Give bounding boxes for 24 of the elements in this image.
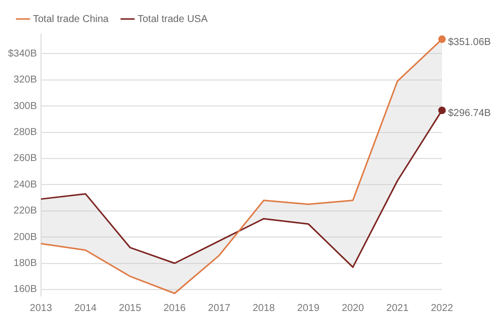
- y-tick-label: 180B: [14, 258, 38, 269]
- x-tick-label: 2014: [74, 302, 98, 314]
- x-tick-label: 2021: [386, 302, 409, 314]
- y-tick-label: 200B: [14, 232, 38, 243]
- x-tick-label: 2015: [118, 302, 142, 314]
- x-tick-label: 2017: [208, 302, 231, 314]
- x-tick-label: 2020: [342, 302, 364, 314]
- x-tick-label: 2018: [252, 302, 276, 314]
- y-tick-label: $340B: [8, 48, 38, 60]
- legend-label: Total trade China: [33, 14, 110, 25]
- x-tick-label: 2016: [163, 302, 186, 314]
- y-tick-label: 320B: [14, 74, 38, 86]
- x-tick-label: 2019: [297, 302, 320, 314]
- data-label: $351.06B: [448, 36, 492, 48]
- x-tick-label: 2013: [30, 302, 52, 314]
- y-tick-label: 300B: [14, 100, 38, 112]
- y-tick-label: 160B: [14, 284, 38, 296]
- y-tick-label: 240B: [14, 179, 38, 190]
- x-tick-label: 2022: [430, 302, 454, 314]
- y-tick-label: 260B: [14, 153, 38, 164]
- legend-label: Total trade USA: [138, 14, 208, 25]
- y-tick-label: 220B: [14, 206, 38, 217]
- data-label: $296.74B: [448, 108, 492, 120]
- y-tick-label: 280B: [14, 127, 38, 138]
